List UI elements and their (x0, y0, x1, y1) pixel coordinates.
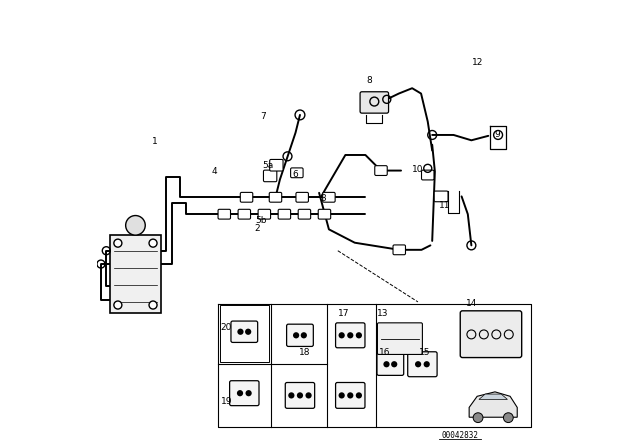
FancyBboxPatch shape (240, 192, 253, 202)
Text: 18: 18 (299, 348, 310, 357)
FancyBboxPatch shape (378, 323, 422, 354)
FancyBboxPatch shape (278, 209, 291, 219)
FancyBboxPatch shape (269, 192, 282, 202)
Circle shape (473, 413, 483, 422)
FancyBboxPatch shape (318, 209, 331, 219)
Circle shape (114, 239, 122, 247)
Polygon shape (469, 392, 517, 417)
Text: 1: 1 (152, 137, 157, 146)
FancyBboxPatch shape (375, 166, 387, 176)
Circle shape (301, 332, 307, 338)
Text: 9: 9 (494, 129, 500, 138)
Circle shape (415, 361, 421, 367)
Text: 19: 19 (221, 396, 232, 406)
Circle shape (424, 361, 430, 367)
Circle shape (246, 390, 252, 396)
Circle shape (149, 301, 157, 309)
Text: 8: 8 (366, 76, 372, 85)
FancyBboxPatch shape (238, 209, 250, 219)
FancyBboxPatch shape (264, 170, 277, 182)
Text: 5a: 5a (262, 161, 273, 170)
FancyBboxPatch shape (298, 209, 310, 219)
Circle shape (288, 392, 294, 399)
FancyBboxPatch shape (460, 311, 522, 358)
Text: 2: 2 (255, 224, 260, 233)
Circle shape (391, 361, 397, 367)
Circle shape (149, 239, 157, 247)
Bar (220, 306, 269, 362)
FancyBboxPatch shape (393, 245, 406, 255)
Text: 00042832: 00042832 (442, 431, 479, 440)
FancyBboxPatch shape (269, 159, 283, 171)
Circle shape (339, 332, 345, 338)
FancyBboxPatch shape (360, 92, 388, 113)
Circle shape (297, 392, 303, 399)
Circle shape (383, 361, 390, 367)
Circle shape (293, 332, 300, 338)
Text: 7: 7 (260, 112, 266, 121)
Text: 4: 4 (211, 167, 217, 176)
Circle shape (339, 392, 345, 399)
Text: 15: 15 (419, 348, 430, 357)
Text: 5b: 5b (255, 216, 267, 225)
Circle shape (356, 332, 362, 338)
Text: 12: 12 (472, 58, 484, 67)
FancyBboxPatch shape (285, 383, 315, 408)
FancyBboxPatch shape (408, 352, 437, 377)
FancyBboxPatch shape (258, 209, 271, 219)
FancyBboxPatch shape (291, 168, 303, 178)
FancyBboxPatch shape (231, 321, 258, 342)
FancyBboxPatch shape (323, 192, 335, 202)
Bar (110, 235, 161, 313)
Circle shape (356, 392, 362, 399)
FancyBboxPatch shape (296, 192, 308, 202)
Polygon shape (479, 394, 508, 400)
Circle shape (347, 392, 353, 399)
Text: 6: 6 (292, 170, 298, 179)
Circle shape (114, 301, 122, 309)
FancyBboxPatch shape (422, 170, 434, 180)
FancyBboxPatch shape (377, 353, 404, 375)
Circle shape (125, 215, 145, 235)
Text: 16: 16 (379, 348, 390, 357)
FancyBboxPatch shape (335, 383, 365, 408)
Text: 20: 20 (221, 323, 232, 332)
FancyBboxPatch shape (335, 323, 365, 348)
Circle shape (237, 329, 244, 335)
FancyBboxPatch shape (218, 209, 230, 219)
Circle shape (305, 392, 312, 399)
Text: 13: 13 (376, 310, 388, 319)
Circle shape (504, 413, 513, 422)
Text: 14: 14 (466, 299, 477, 308)
FancyBboxPatch shape (230, 381, 259, 405)
FancyBboxPatch shape (434, 191, 448, 202)
FancyBboxPatch shape (287, 324, 314, 346)
Text: 3: 3 (321, 194, 326, 202)
Text: 10: 10 (412, 165, 424, 174)
Text: 11: 11 (439, 201, 451, 210)
Circle shape (347, 332, 353, 338)
Text: 17: 17 (338, 310, 349, 319)
Circle shape (245, 329, 252, 335)
Circle shape (237, 390, 243, 396)
